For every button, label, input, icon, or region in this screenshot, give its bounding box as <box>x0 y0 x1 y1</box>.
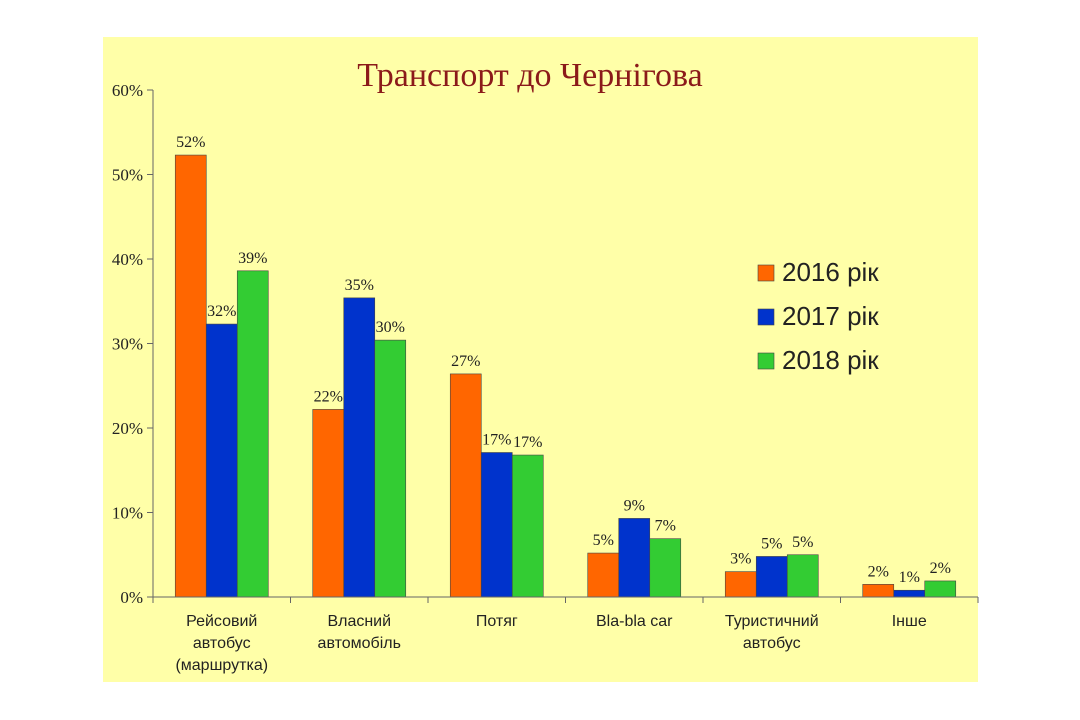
data-label: 39% <box>238 250 267 267</box>
data-label: 1% <box>899 569 920 586</box>
data-label: 7% <box>655 518 676 535</box>
legend-swatch <box>757 352 775 370</box>
data-label: 5% <box>593 532 614 549</box>
bar <box>174 154 207 598</box>
bar <box>374 339 407 598</box>
x-category-label: Потяг <box>476 613 518 630</box>
data-labels: 52% 22% 27% 5% 3% 2% 32% 35% 17% 9% 5% 1% 39% 30% 17% 7… <box>176 134 951 586</box>
y-tick-label: 20% <box>112 419 143 438</box>
bar <box>893 589 926 598</box>
bar <box>862 584 895 598</box>
legend-label: 2018 рік <box>782 345 879 375</box>
data-label: 32% <box>207 303 236 320</box>
legend-label: 2016 рік <box>782 257 879 287</box>
legend: 2016 рік 2017 рік 2018 рік <box>757 257 879 375</box>
data-label: 27% <box>451 353 480 370</box>
bar <box>618 518 651 598</box>
x-category-label: Інше <box>892 613 927 630</box>
x-category-label: Власний автомобіль <box>318 613 401 652</box>
bar <box>587 552 620 598</box>
x-category-label: Рейсовий автобус (маршрутка) <box>175 613 268 674</box>
x-axis: Рейсовий автобус (маршрутка) Власний автомоб… <box>152 596 979 674</box>
bar <box>236 270 269 598</box>
legend-swatch <box>757 308 775 326</box>
x-category-label: Bla-bla car <box>596 613 673 630</box>
bar <box>649 538 682 598</box>
bar <box>343 297 376 598</box>
chart-title: Транспорт до Чернігова <box>357 57 702 94</box>
legend-label: 2017 рік <box>782 301 879 331</box>
bar <box>480 452 513 598</box>
bar <box>724 571 757 598</box>
legend-swatch <box>757 264 775 282</box>
y-tick-label: 10% <box>112 504 143 523</box>
y-tick-label: 50% <box>112 166 143 185</box>
data-label: 5% <box>792 534 813 551</box>
y-tick-label: 40% <box>112 250 143 269</box>
data-label: 30% <box>376 319 405 336</box>
bar <box>755 556 788 598</box>
data-label: 5% <box>761 535 782 552</box>
data-label: 3% <box>730 551 751 568</box>
x-category-label: Туристичний автобус <box>725 613 819 652</box>
bar <box>205 323 238 598</box>
bar <box>786 554 819 598</box>
data-label: 17% <box>513 434 542 451</box>
y-tick-label: 0% <box>120 588 143 607</box>
y-axis: 0% 10% 20% 30% 40% 50% 60% <box>112 81 154 607</box>
data-label: 22% <box>314 388 343 405</box>
data-label: 2% <box>868 563 889 580</box>
data-label: 35% <box>345 277 374 294</box>
data-label: 9% <box>624 497 645 514</box>
bar <box>924 580 957 598</box>
data-label: 2% <box>930 560 951 577</box>
bar <box>511 454 544 598</box>
bar <box>449 373 482 598</box>
y-tick-label: 60% <box>112 81 143 100</box>
bars <box>174 154 957 598</box>
data-label: 52% <box>176 134 205 151</box>
bar <box>312 409 345 598</box>
y-tick-label: 30% <box>112 335 143 354</box>
data-label: 17% <box>482 432 511 449</box>
